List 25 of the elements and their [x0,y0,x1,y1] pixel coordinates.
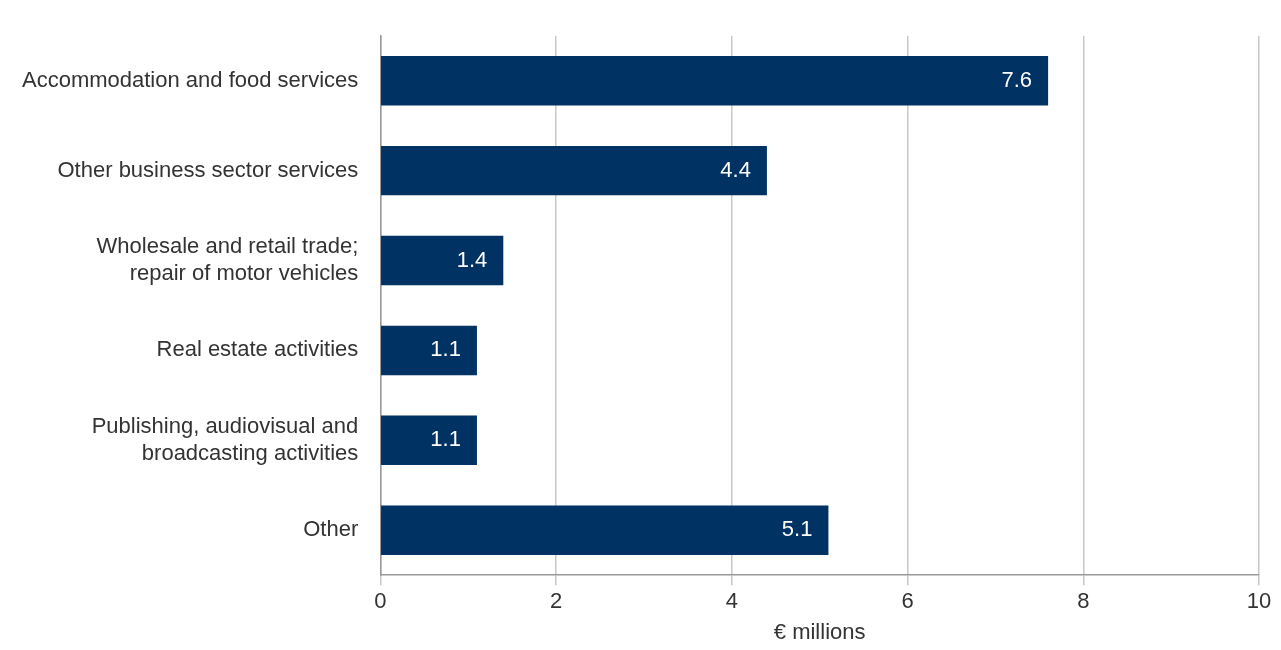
y-tick-label: Accommodation and food services [21,66,359,92]
x-tick-label: 6 [901,588,914,614]
y-tick-label: Wholesale and retail trade; repair of motor vehicles [96,232,359,286]
bar [381,235,504,286]
x-axis-title: € millions [773,618,866,644]
x-tick-label: 8 [1077,588,1090,614]
data-label: 4.4 [720,156,751,182]
data-label: 1.4 [456,246,488,272]
bar [381,415,477,466]
y-tick-label: Other [303,516,359,542]
x-tick-label: 2 [549,588,563,614]
y-tick-label: Other business sector services [57,156,359,182]
bar [381,505,829,555]
x-tick-label: 4 [725,588,738,614]
y-tick-label: Real estate activities [156,336,359,362]
y-tick-label: Publishing, audiovisual and broadcasting activities [91,412,359,466]
data-label: 1.1 [430,426,461,452]
data-label: 1.1 [430,336,461,362]
bar [381,55,1049,106]
x-tick-label: 10 [1246,588,1272,614]
bar [381,145,767,196]
data-label: 5.1 [781,516,813,542]
x-tick-label: 0 [374,588,387,614]
data-label: 7.6 [1001,66,1033,92]
bar [381,325,477,376]
